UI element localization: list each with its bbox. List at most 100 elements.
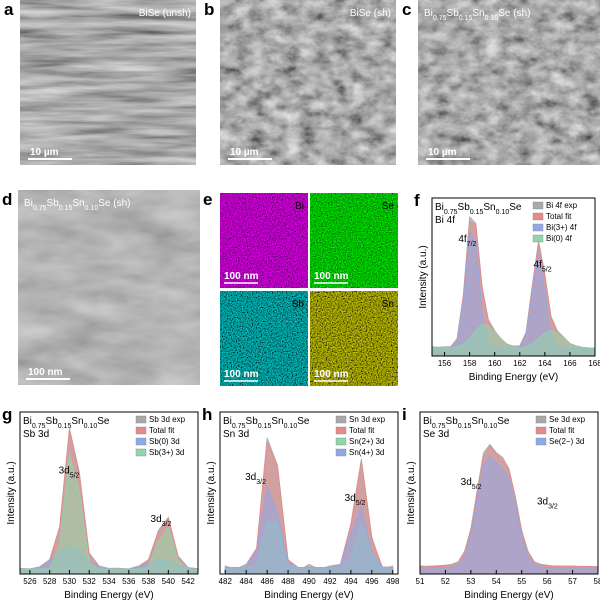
peak-label-part: 4f bbox=[534, 260, 543, 271]
peak-label: 4f7/2 bbox=[458, 234, 476, 248]
peak-label: 3d3/2 bbox=[151, 514, 172, 528]
x-axis-label: Binding Energy (eV) bbox=[469, 372, 559, 383]
panel-letter: e bbox=[203, 190, 212, 209]
image-label-part: 0.10 bbox=[85, 205, 99, 212]
peak-label-part: 3d bbox=[537, 496, 548, 507]
image-label-part: 0.10 bbox=[485, 15, 499, 22]
chart-title-part: Sb bbox=[46, 416, 59, 427]
chart-title-part: 0.75 bbox=[32, 423, 46, 430]
map-label: Bi bbox=[295, 201, 304, 212]
x-tick-label: 58 bbox=[594, 577, 600, 586]
chart-title: Bi0.75Sb0.15Sn0.10Se bbox=[423, 416, 510, 430]
chart-title-part: Se bbox=[509, 202, 522, 213]
x-tick-label: 494 bbox=[344, 577, 358, 586]
spectrum-area bbox=[19, 454, 199, 575]
chart-title-part: 0.15 bbox=[258, 423, 272, 430]
spectrum-area bbox=[224, 485, 394, 575]
y-axis-label: Intensity (a.u.) bbox=[418, 245, 429, 308]
scale-label: 100 nm bbox=[314, 369, 349, 380]
legend-label: Sn(4+) 3d bbox=[349, 448, 384, 457]
legend-label: Se 3d exp bbox=[549, 415, 586, 424]
image-label-part: Se (sh) bbox=[98, 198, 130, 209]
eds-map bbox=[220, 193, 308, 288]
peak-label-part: 3d bbox=[245, 472, 256, 483]
peak-label: 4f5/2 bbox=[534, 260, 552, 274]
chart-title-part: Sn bbox=[483, 202, 495, 213]
peak-label: 3d3/2 bbox=[537, 496, 558, 510]
legend-label: Sn(2+) 3d bbox=[349, 437, 384, 446]
panel-letter: h bbox=[202, 405, 212, 424]
chart-title-part: 0.10 bbox=[284, 423, 298, 430]
y-axis-label: Intensity (a.u.) bbox=[6, 461, 17, 524]
legend-label: Bi 4f exp bbox=[546, 201, 578, 210]
image-label-part: 0.15 bbox=[459, 15, 473, 22]
peak-label-part: 5/2 bbox=[542, 266, 552, 273]
peak-label: 3d5/2 bbox=[345, 493, 366, 507]
panel-letter: c bbox=[402, 0, 411, 19]
chart-title-part: 0.15 bbox=[470, 209, 484, 216]
peak-label-part: 5/2 bbox=[472, 483, 482, 490]
chart-title-part: Sn bbox=[471, 416, 483, 427]
peak-label-part: 3d bbox=[151, 514, 162, 525]
image-label-part: BiSe (unsh) bbox=[139, 8, 191, 19]
panel-letter: g bbox=[2, 405, 12, 424]
legend-label: Sn 3d exp bbox=[349, 415, 386, 424]
peak-label-part: 3/2 bbox=[256, 479, 266, 486]
chart-title-part: 0.10 bbox=[84, 423, 98, 430]
x-tick-label: 498 bbox=[386, 577, 400, 586]
x-tick-label: 51 bbox=[416, 577, 425, 586]
chart-title-part: Sb bbox=[446, 416, 459, 427]
x-tick-label: 168 bbox=[588, 359, 600, 368]
chart-title: Bi0.75Sb0.15Sn0.10Se bbox=[23, 416, 110, 430]
peak-label-part: 3d bbox=[345, 493, 356, 504]
scale-label: 100 nm bbox=[224, 271, 259, 282]
image-label-part: Se (sh) bbox=[498, 8, 530, 19]
x-tick-label: 496 bbox=[365, 577, 379, 586]
x-tick-label: 52 bbox=[441, 577, 450, 586]
image-label-part: Sn bbox=[472, 8, 484, 19]
legend-label: Total fit bbox=[149, 426, 175, 435]
x-tick-label: 55 bbox=[517, 577, 526, 586]
map-label: Sn bbox=[382, 299, 394, 310]
image-label-part: Sb bbox=[47, 198, 60, 209]
legend-swatch bbox=[135, 415, 147, 424]
legend-swatch bbox=[535, 426, 547, 435]
chart-title-part: 0.15 bbox=[58, 423, 72, 430]
x-tick-label: 538 bbox=[142, 577, 156, 586]
chart-title-part: 0.15 bbox=[458, 423, 472, 430]
chart-title-part: 0.75 bbox=[232, 423, 246, 430]
chart-title: Bi0.75Sb0.15Sn0.10Se bbox=[435, 202, 522, 216]
legend-swatch bbox=[535, 415, 547, 424]
legend-swatch bbox=[335, 448, 347, 457]
legend-label: Total fit bbox=[549, 426, 575, 435]
legend-label: Total fit bbox=[546, 212, 572, 221]
x-tick-label: 57 bbox=[568, 577, 577, 586]
image-label-part: 0.15 bbox=[59, 205, 73, 212]
chart-subtitle: Sb 3d bbox=[23, 429, 49, 440]
image-label-part: BiSe (sh) bbox=[350, 8, 391, 19]
x-tick-label: 534 bbox=[102, 577, 116, 586]
scale-label: 100 nm bbox=[224, 369, 259, 380]
legend-swatch bbox=[135, 426, 147, 435]
spectrum-area bbox=[431, 229, 596, 357]
plot-frame bbox=[419, 411, 599, 575]
image-label: BiSe (unsh) bbox=[139, 8, 191, 19]
legend-swatch bbox=[532, 201, 544, 210]
x-axis-label: Binding Energy (eV) bbox=[64, 590, 154, 601]
sem-image bbox=[18, 190, 200, 385]
x-tick-label: 164 bbox=[538, 359, 552, 368]
legend-swatch bbox=[335, 437, 347, 446]
x-tick-label: 540 bbox=[162, 577, 176, 586]
chart-subtitle: Bi 4f bbox=[435, 215, 455, 226]
image-label-part: 0.75 bbox=[433, 15, 447, 22]
legend-swatch bbox=[135, 437, 147, 446]
panel-letter: f bbox=[414, 191, 420, 210]
legend-label: Sb(3+) 3d bbox=[149, 448, 184, 457]
peak-label-part: 3/2 bbox=[548, 503, 558, 510]
x-tick-label: 166 bbox=[563, 359, 577, 368]
x-tick-label: 536 bbox=[122, 577, 136, 586]
peak-label: 3d3/2 bbox=[245, 472, 266, 486]
image-label: Bi0.75Sb0.15Sn0.10Se (sh) bbox=[424, 8, 530, 22]
chart-title-part: Se bbox=[297, 416, 310, 427]
peak-label-part: 5/2 bbox=[356, 500, 366, 507]
